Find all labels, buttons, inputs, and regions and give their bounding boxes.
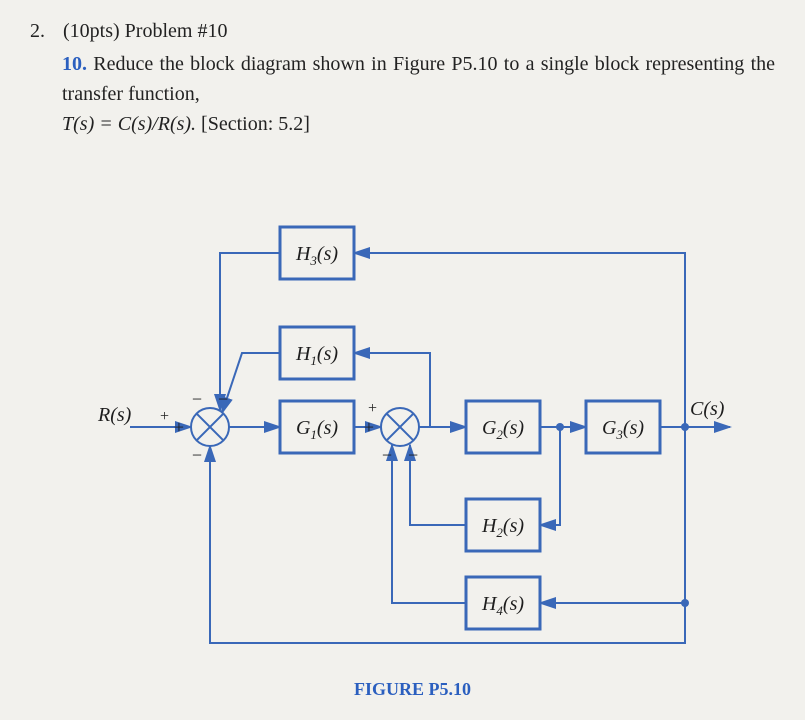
svg-text:G3(s): G3(s) [602, 417, 644, 442]
svg-text:−: − [408, 445, 418, 465]
svg-text:G1(s): G1(s) [296, 417, 338, 442]
subproblem-section: [Section: 5.2] [201, 113, 310, 135]
svg-text:−: − [192, 445, 202, 465]
heading-number: 2. [30, 20, 58, 43]
svg-text:C(s): C(s) [690, 398, 725, 420]
svg-text:+: + [364, 417, 374, 437]
subproblem-text: 10. Reduce the block diagram shown in Fi… [62, 49, 775, 139]
svg-text:−: − [382, 445, 392, 465]
svg-text:R(s): R(s) [97, 404, 132, 426]
svg-text:H4(s): H4(s) [481, 593, 524, 618]
problem-heading: 2. (10pts) Problem #10 [30, 20, 775, 43]
heading-title: Problem #10 [125, 20, 228, 42]
svg-text:H3(s): H3(s) [295, 243, 338, 268]
figure-caption: FIGURE P5.10 [50, 679, 775, 700]
svg-text:+: + [174, 417, 184, 437]
subproblem-body: Reduce the block diagram shown in Figure… [62, 53, 775, 105]
subproblem-number: 10. [62, 53, 87, 75]
figure-wrap: +−−−+−−H3(s)H1(s)G1(s)G2(s)G3(s)H2(s)H4(… [90, 167, 775, 700]
svg-text:+: + [160, 408, 169, 425]
svg-text:G2(s): G2(s) [482, 417, 524, 442]
subproblem-equation: T(s) = C(s)/R(s). [62, 113, 196, 135]
block-diagram: +−−−+−−H3(s)H1(s)G1(s)G2(s)G3(s)H2(s)H4(… [90, 167, 750, 667]
svg-text:H2(s): H2(s) [481, 515, 524, 540]
heading-points: (10pts) [63, 20, 120, 42]
svg-text:−: − [192, 389, 202, 409]
svg-text:−: − [218, 389, 228, 409]
svg-text:H1(s): H1(s) [295, 343, 338, 368]
svg-text:+: + [368, 400, 377, 417]
